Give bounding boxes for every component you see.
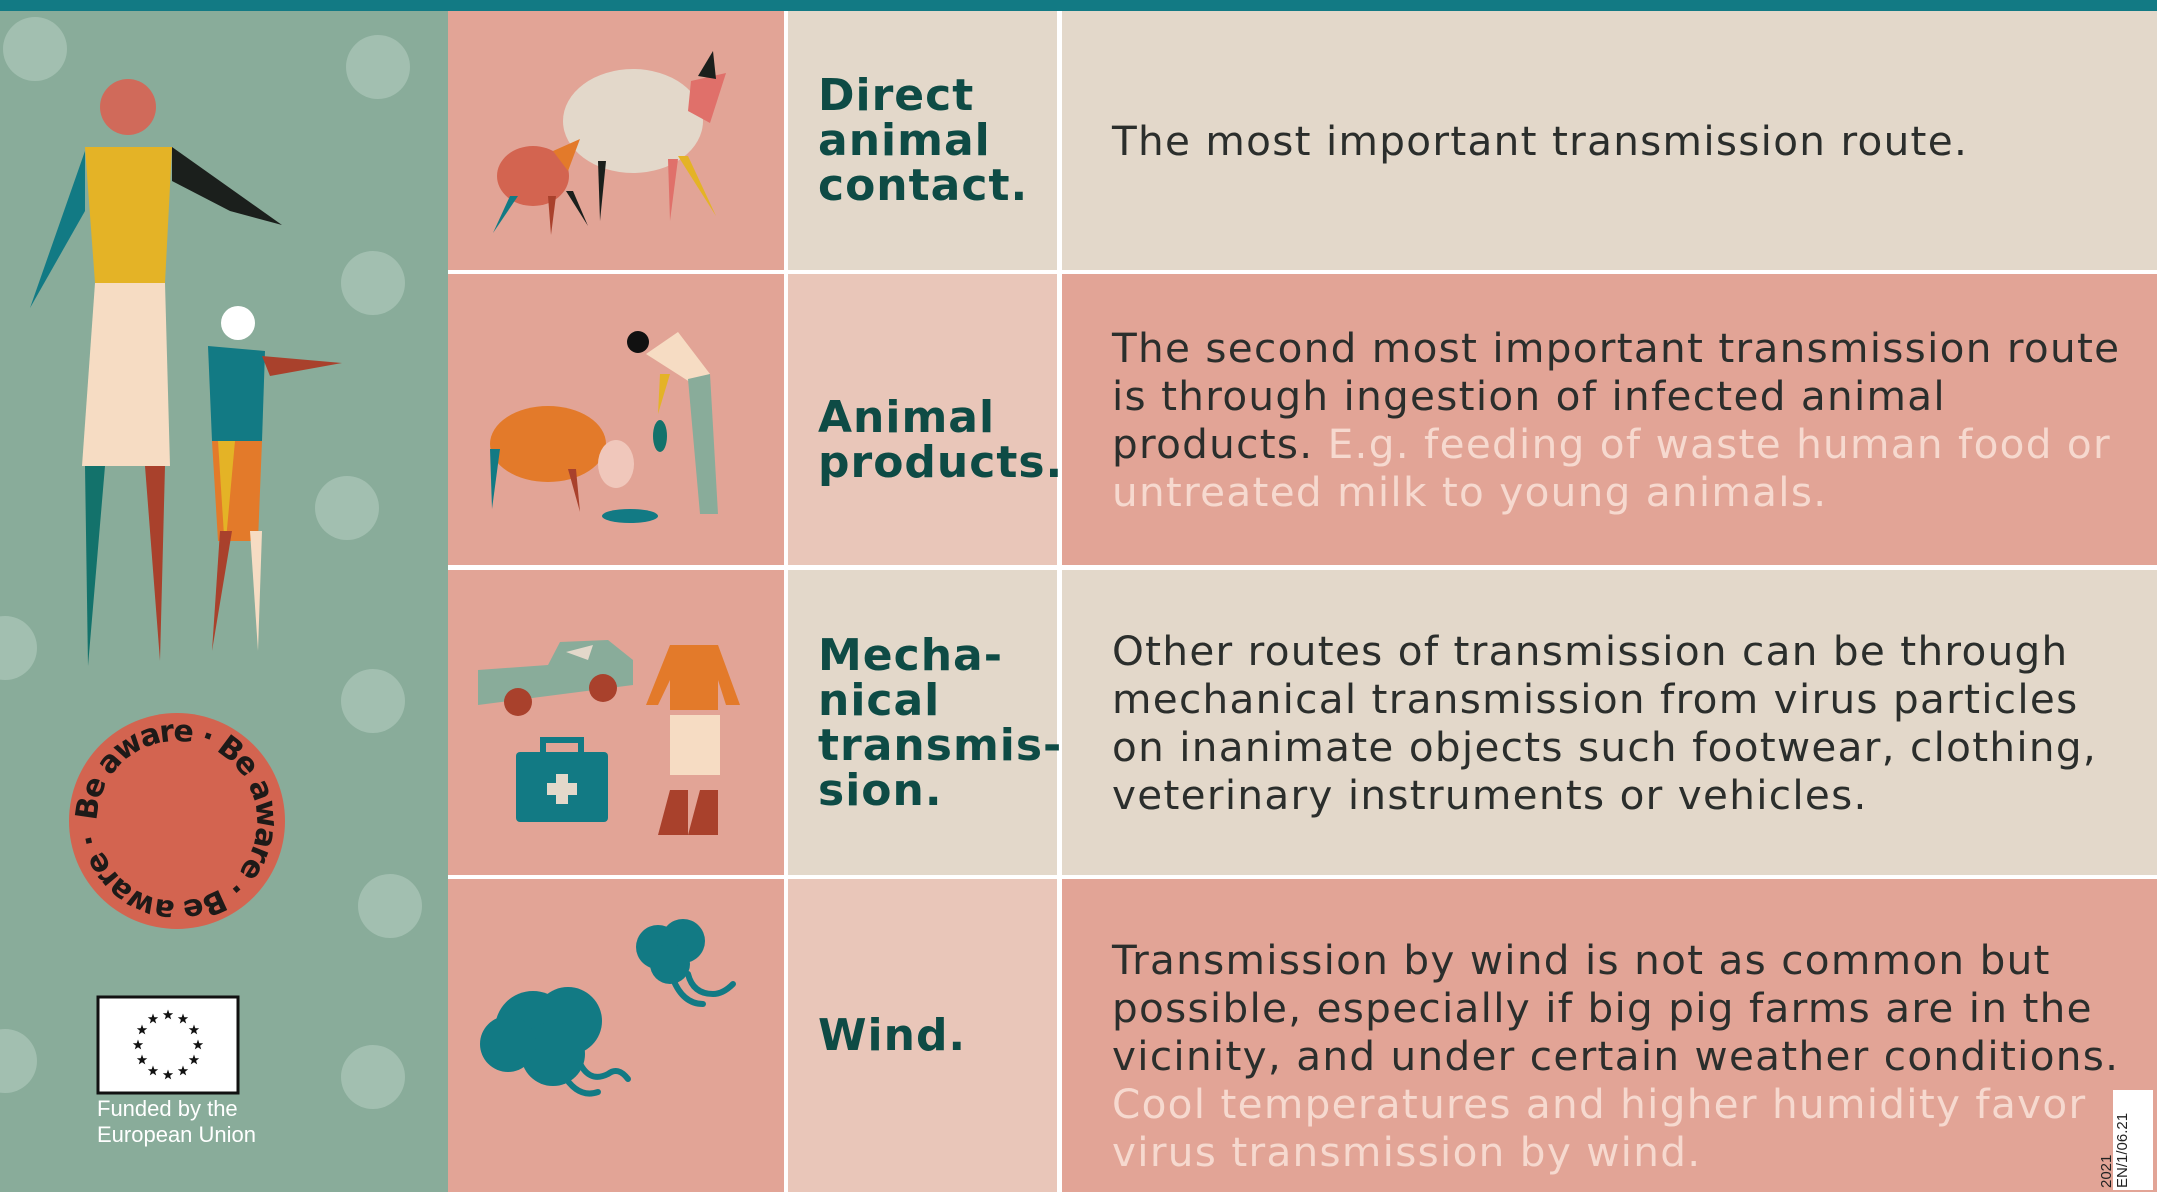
row-text: Other routes of transmission can be thro…	[1112, 627, 2097, 819]
row: Wind. Transmission by wind is not as com…	[448, 879, 2157, 1192]
animals-icon	[448, 11, 784, 270]
eu-flag	[98, 997, 238, 1093]
body-cell: The most important transmission route.	[1062, 11, 2157, 270]
page: Be aware · Be aware · Be aware · Funded …	[0, 0, 2157, 1192]
row-note: Cool temperatures and higher humidity fa…	[1112, 1080, 2086, 1176]
row: Mecha- nical transmis- sion. Other route…	[448, 570, 2157, 875]
row-title-line: nical	[818, 678, 1057, 723]
code-line: EN/1/06.21	[2115, 1113, 2131, 1188]
title-cell: Mecha- nical transmis- sion.	[788, 570, 1057, 875]
child	[208, 306, 342, 651]
title-cell: Direct animal contact.	[788, 11, 1057, 270]
row-title-line: Direct	[818, 73, 1057, 118]
icon-cell	[448, 11, 784, 270]
body-cell: Transmission by wind is not as common bu…	[1062, 879, 2157, 1192]
top-bar	[0, 0, 2157, 11]
wind-icon	[448, 879, 784, 1192]
row-title-line: Wind.	[818, 1013, 1057, 1058]
row-text: The most important transmission route.	[1112, 117, 1968, 165]
row-title-line: animal	[818, 118, 1057, 163]
row-title-line: products.	[818, 440, 1057, 485]
title-cell: Wind.	[788, 879, 1057, 1192]
row: Animal products. The second most importa…	[448, 274, 2157, 565]
icon-cell	[448, 274, 784, 565]
row: Direct animal contact. The most importan…	[448, 11, 2157, 270]
body-cell: The second most important transmission r…	[1062, 274, 2157, 565]
row-title-line: transmis-	[818, 723, 1057, 768]
feeding-icon	[448, 274, 784, 565]
row-title-line: sion.	[818, 768, 1057, 813]
code-line: 2021	[2099, 1113, 2115, 1188]
document-code: 2021 EN/1/06.21	[2113, 1090, 2153, 1190]
body-cell: Other routes of transmission can be thro…	[1062, 570, 2157, 875]
objects-icon	[448, 570, 784, 875]
funding-line: European Union	[97, 1122, 256, 1147]
title-cell: Animal products.	[788, 274, 1057, 565]
side-illustration: Be aware · Be aware · Be aware · Funded …	[0, 11, 448, 1192]
row-title-line: Animal	[818, 395, 1057, 440]
side-panel: Be aware · Be aware · Be aware · Funded …	[0, 11, 448, 1192]
code-text: 2021 EN/1/06.21	[2099, 1113, 2131, 1188]
row-title-line: contact.	[818, 163, 1057, 208]
row-text: Transmission by wind is not as common bu…	[1112, 936, 2119, 1080]
icon-cell	[448, 879, 784, 1192]
icon-cell	[448, 570, 784, 875]
funding-line: Funded by the	[97, 1096, 238, 1121]
badge: Be aware · Be aware · Be aware ·	[69, 713, 285, 929]
row-title-line: Mecha-	[818, 633, 1057, 678]
